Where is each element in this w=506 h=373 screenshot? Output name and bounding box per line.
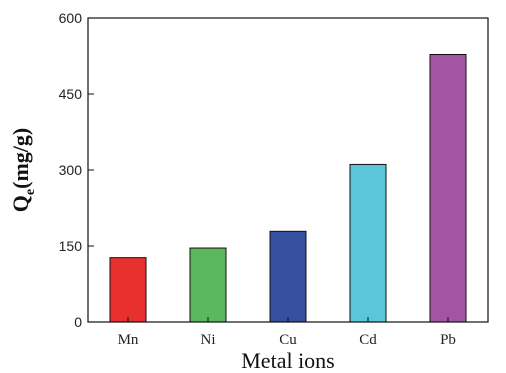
x-tick-label-pb: Pb xyxy=(440,332,456,348)
y-tick-label-0: 0 xyxy=(74,314,82,330)
y-axis-title-unit: (mg/g) xyxy=(8,128,33,189)
x-tick-label-cd: Cd xyxy=(359,332,377,348)
y-tick-label-450: 450 xyxy=(59,86,83,102)
bar-ni xyxy=(189,247,227,323)
x-axis-title: Metal ions xyxy=(241,348,335,373)
y-tick-label-600: 600 xyxy=(59,10,83,26)
y-axis-title: Qe(mg/g) xyxy=(8,128,38,212)
x-tick-label-mn: Mn xyxy=(118,332,139,348)
bar-pb xyxy=(429,53,467,323)
bar-cu xyxy=(269,230,307,323)
x-tick-label-ni: Ni xyxy=(201,332,216,348)
y-axis-title-subscript: e xyxy=(23,189,38,195)
y-axis-title-main: Q xyxy=(8,195,33,212)
bar-cd xyxy=(349,163,387,323)
bar-mn xyxy=(109,257,147,323)
axis-ticks: Mn Ni Cu Cd Pb 0 150 300 450 600 xyxy=(59,10,456,348)
y-tick-label-150: 150 xyxy=(59,238,83,254)
bars-group xyxy=(109,53,467,323)
x-tick-label-cu: Cu xyxy=(279,332,297,348)
y-tick-label-300: 300 xyxy=(59,162,83,178)
